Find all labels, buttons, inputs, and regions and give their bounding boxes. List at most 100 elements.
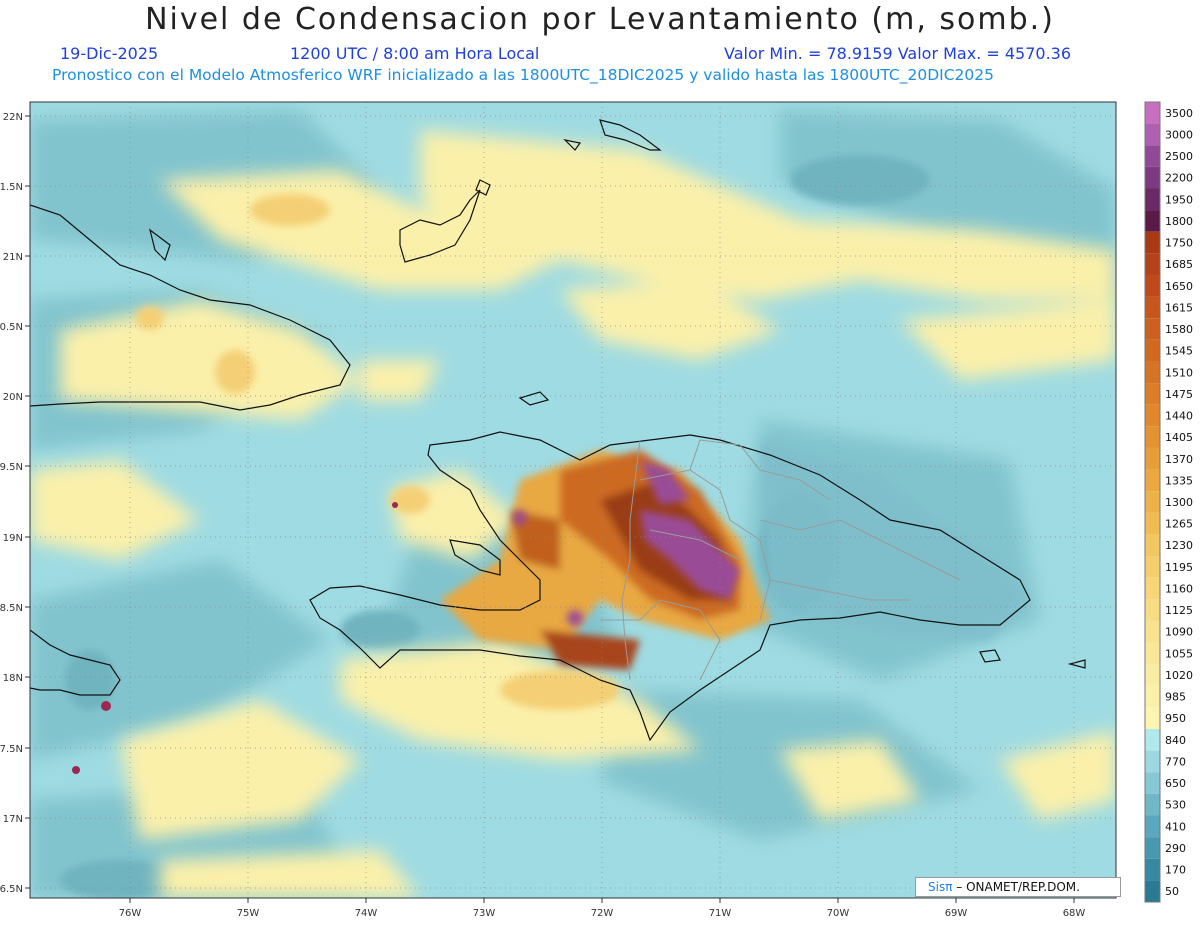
legend-swatch [1145,707,1160,730]
legend-swatch [1145,750,1160,773]
legend-swatch [1145,685,1160,708]
lon-label: 75W [237,908,260,919]
forecast-date: 19-Dic-2025 [60,44,159,63]
legend-label: 1090 [1165,626,1193,639]
lon-label: 73W [473,908,496,919]
legend-swatch [1145,534,1160,557]
lcl-field [30,102,1116,898]
legend-swatch [1145,880,1160,902]
legend-label: 1650 [1165,280,1193,293]
legend-swatch [1145,599,1160,621]
lat-label: 19N [3,533,23,544]
legend-label: 1580 [1165,323,1193,336]
legend-swatch [1145,556,1160,578]
lat-label: 21N [3,252,23,263]
legend-label: 1125 [1165,604,1193,617]
map-border [29,101,1117,899]
color-legend: 3500 3000 2500 2200 1950 1800 1750 1685 1650 1615… [1144,101,1193,903]
legend-label: 840 [1165,734,1186,747]
sispi-logo: Sisπ [928,880,953,894]
lat-label: 0.5N [0,322,23,333]
lat-label: 17N [3,814,23,825]
legend-swatch [1145,102,1160,124]
legend-swatch [1145,361,1160,384]
legend-label: 770 [1165,755,1186,768]
lat-label: 1.5N [0,182,23,193]
map-title: Nivel de Condensacion por Levantamiento … [145,2,1055,37]
legend-label: 410 [1165,820,1186,833]
legend-swatch [1145,145,1160,167]
legend-label: 2500 [1165,150,1193,163]
legend-swatch [1145,210,1160,232]
legend-label: 3000 [1165,128,1193,141]
legend-swatch [1145,577,1160,600]
legend-border [1144,101,1161,903]
legend-label: 1020 [1165,669,1193,682]
legend-swatch [1145,512,1160,535]
legend-swatch [1145,123,1160,146]
legend-label: 1545 [1165,345,1193,358]
legend-swatch [1145,837,1160,859]
legend-swatch [1145,253,1160,275]
lat-lon-grid [30,102,1116,898]
legend-swatch [1145,772,1160,794]
legend-label: 1335 [1165,474,1193,487]
legend-swatch [1145,188,1160,211]
lon-label: 70W [827,908,850,919]
legend-label: 1800 [1165,215,1193,228]
lat-label: 18N [3,673,23,684]
lat-label: 20N [3,392,23,403]
legend-label: 1685 [1165,258,1193,271]
credit-box: Sisπ – ONAMET/REP.DOM. [915,877,1121,897]
legend-label: 1195 [1165,561,1193,574]
legend-swatch [1145,339,1160,362]
legend-swatch [1145,426,1160,448]
legend-label: 950 [1165,712,1186,725]
legend-swatch [1145,664,1160,686]
legend-label: 1475 [1165,388,1193,401]
legend-label: 1510 [1165,366,1193,379]
coastlines [30,119,1086,742]
legend-label: 650 [1165,777,1186,790]
legend-label: 290 [1165,842,1186,855]
legend-swatch [1145,383,1160,405]
lon-label: 71W [709,908,732,919]
credit-text: – ONAMET/REP.DOM. [952,880,1080,894]
legend-label: 3500 [1165,107,1193,120]
legend-swatch [1145,729,1160,751]
legend-swatch [1145,318,1160,340]
lat-label: 6.5N [0,884,23,895]
legend-label: 170 [1165,864,1186,877]
lon-label: 69W [945,908,968,919]
province-boundaries [600,439,961,681]
legend-label: 1300 [1165,496,1193,509]
legend-label: 1615 [1165,301,1193,314]
lat-label: 9.5N [0,462,23,473]
lon-label: 74W [355,908,378,919]
legend-label: 1950 [1165,193,1193,206]
legend-label: 2200 [1165,172,1193,185]
lat-label: 22N [3,112,23,123]
legend-swatch [1145,447,1160,470]
legend-label: 1440 [1165,410,1193,423]
legend-label: 1230 [1165,539,1193,552]
legend-swatch [1145,231,1160,254]
legend-label: 1405 [1165,431,1193,444]
legend-label: 985 [1165,691,1186,704]
lon-label: 76W [119,908,142,919]
legend-swatch [1145,274,1160,297]
lat-label: 8.5N [0,603,23,614]
lon-label: 72W [591,908,614,919]
legend-swatch [1145,404,1160,427]
legend-swatch [1145,793,1160,816]
legend-swatch [1145,642,1160,665]
legend-label: 530 [1165,799,1186,812]
legend-label: 1265 [1165,518,1193,531]
legend-swatch [1145,815,1160,838]
legend-label: 1055 [1165,647,1193,660]
legend-label: 1160 [1165,582,1193,595]
legend-swatch [1145,858,1160,881]
legend-swatch [1145,166,1160,189]
model-description: Pronostico con el Modelo Atmosferico WRF… [52,66,994,84]
